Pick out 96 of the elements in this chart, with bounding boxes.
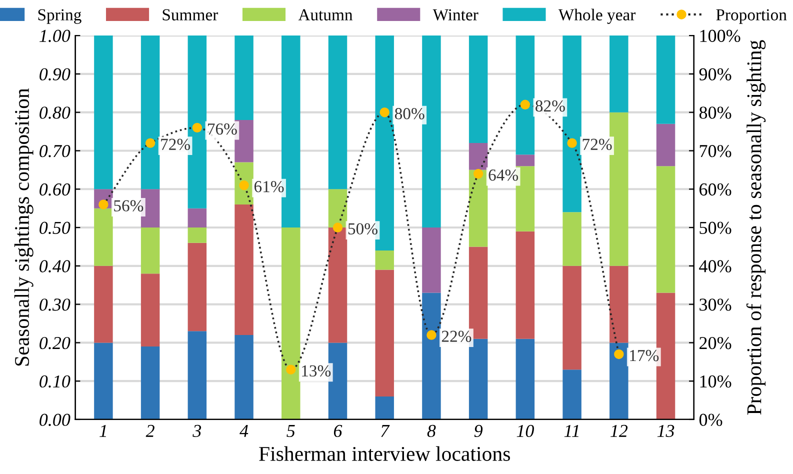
y-tick-label: 0.50 bbox=[40, 222, 70, 234]
legend-label: Winter bbox=[432, 9, 478, 21]
bar bbox=[516, 36, 535, 155]
bar bbox=[94, 36, 113, 190]
bar bbox=[140, 274, 160, 347]
data-label: 82% bbox=[536, 100, 565, 112]
legend-label: Spring bbox=[38, 9, 82, 24]
legend-label: Autumn bbox=[298, 9, 353, 20]
y2-tick-label: 70% bbox=[700, 144, 732, 158]
y2-tick-label: 30% bbox=[700, 298, 732, 311]
data-label: 50% bbox=[348, 223, 378, 235]
bar bbox=[140, 346, 160, 420]
bar bbox=[94, 342, 113, 420]
bar bbox=[188, 208, 207, 228]
y2-tick-label: 20% bbox=[700, 336, 732, 350]
legend-label: Proportion bbox=[716, 9, 787, 24]
bar bbox=[656, 36, 676, 124]
y2-tick-label: 50% bbox=[700, 222, 732, 234]
y-tick-label: 0.00 bbox=[40, 414, 70, 426]
data-label: 17% bbox=[630, 350, 659, 362]
data-label: 61% bbox=[254, 180, 284, 192]
bar bbox=[328, 228, 348, 343]
x-tick-label: 4 bbox=[240, 424, 248, 437]
data-label: 13% bbox=[302, 365, 331, 377]
bar bbox=[516, 338, 535, 420]
bar bbox=[656, 124, 676, 166]
bar bbox=[610, 36, 628, 112]
data-label: 72% bbox=[582, 138, 612, 150]
x-tick-label: 7 bbox=[381, 425, 390, 437]
legend-label: Whole year bbox=[558, 8, 636, 24]
x-tick-label: 1 bbox=[100, 424, 106, 437]
data-label: 64% bbox=[488, 169, 518, 181]
x-tick-label: 2 bbox=[146, 424, 154, 437]
bar bbox=[188, 331, 207, 420]
bar bbox=[562, 370, 582, 420]
bar bbox=[562, 212, 582, 266]
y2-tick-label: 80% bbox=[699, 106, 732, 119]
x-tick-label: 13 bbox=[657, 424, 674, 438]
bar bbox=[94, 208, 113, 266]
x-tick-label: 5 bbox=[286, 425, 295, 438]
bar bbox=[516, 154, 535, 166]
bar bbox=[562, 266, 582, 370]
bar bbox=[328, 189, 348, 228]
x-tick-label: 3 bbox=[192, 424, 202, 438]
bar bbox=[516, 231, 535, 339]
bar bbox=[468, 170, 488, 247]
data-label: 80% bbox=[394, 108, 424, 120]
y-tick-label: 0.10 bbox=[40, 375, 70, 388]
x-tick-label: 8 bbox=[427, 424, 436, 438]
bar bbox=[234, 36, 254, 120]
x-tick-label: 11 bbox=[564, 424, 578, 437]
bar bbox=[94, 266, 113, 343]
x-axis-title: Fisherman interview locations bbox=[259, 446, 510, 461]
y-tick-label: 0.60 bbox=[40, 183, 70, 196]
y2-tick-label: 0% bbox=[699, 414, 722, 426]
y2-axis-title: Proportion of response to seasonally sighting bbox=[746, 40, 766, 415]
y-tick-label: 0.40 bbox=[40, 260, 70, 272]
y2-tick-label: 90% bbox=[699, 68, 732, 80]
bar bbox=[468, 143, 488, 170]
bar bbox=[282, 228, 300, 420]
bar bbox=[188, 228, 207, 243]
data-label: 72% bbox=[161, 138, 190, 150]
x-tick-label: 6 bbox=[334, 424, 342, 438]
bar bbox=[375, 396, 394, 420]
bar bbox=[610, 266, 628, 343]
y-tick-label: 0.20 bbox=[40, 336, 70, 350]
y-tick-label: 0.80 bbox=[40, 106, 70, 119]
x-tick-label: 9 bbox=[474, 424, 483, 438]
bar bbox=[375, 250, 394, 270]
legend-label: Summer bbox=[162, 9, 218, 20]
bar bbox=[375, 270, 394, 396]
data-label: 56% bbox=[114, 200, 144, 212]
bar bbox=[188, 242, 207, 332]
bar bbox=[422, 292, 441, 420]
y-tick-label: 1.00 bbox=[40, 30, 70, 42]
bar bbox=[140, 228, 160, 274]
bar bbox=[422, 228, 441, 293]
bar bbox=[468, 36, 488, 144]
data-label: 76% bbox=[208, 123, 237, 135]
y2-tick-label: 60% bbox=[700, 183, 732, 196]
bar bbox=[234, 335, 254, 420]
x-tick-label: 10 bbox=[516, 424, 534, 438]
y-tick-label: 0.30 bbox=[40, 298, 70, 311]
y2-tick-label: 100% bbox=[700, 30, 740, 42]
bar bbox=[328, 36, 348, 190]
bar bbox=[610, 342, 628, 420]
y-axis-title: Seasonally sightings composition bbox=[14, 88, 34, 366]
bar bbox=[234, 204, 254, 336]
y2-tick-label: 10% bbox=[700, 375, 732, 388]
data-label: 22% bbox=[442, 330, 472, 342]
x-tick-label: 12 bbox=[610, 424, 628, 437]
y-tick-label: 0.70 bbox=[40, 144, 70, 158]
y-tick-label: 0.90 bbox=[40, 68, 70, 80]
y2-tick-label: 40% bbox=[699, 260, 732, 272]
bar bbox=[140, 36, 160, 190]
bar bbox=[656, 166, 676, 293]
